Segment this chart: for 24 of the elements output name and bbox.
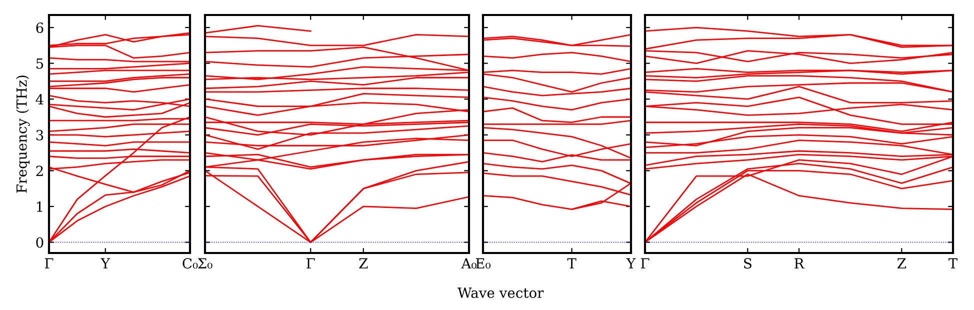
y-tick-label: 0 [36,237,44,248]
y-tick-label: 1 [36,201,42,212]
x-tick-label: E₀ [476,258,490,269]
x-tick-label: C₀ [182,258,198,269]
x-tick-label: A₀ [461,258,476,269]
x-tick-label: Y [626,258,636,268]
x-tick-label: Γ [306,258,315,268]
x-tick-label: R [794,258,805,268]
y-tick-label: 2 [36,166,43,176]
x-tick-label: Y [100,258,110,268]
x-tick-label: Z [897,258,906,268]
y-tick-label: 3 [36,130,44,140]
y-tick-label: 4 [36,94,44,104]
y-tick-label: 5 [36,58,44,69]
x-tick-label: Γ [640,258,650,268]
x-tick-label: Z [359,258,368,268]
x-tick-label: T [567,258,576,268]
x-tick-label: S [744,258,752,269]
x-axis-title: Wave vector [458,288,544,298]
y-tick-label: 6 [36,22,44,33]
x-tick-label: T [948,258,958,268]
x-tick-label: Γ [44,258,54,268]
x-tick-label: Σ₀ [198,258,212,269]
y-axis-title: Frequency (THz) [16,76,30,193]
